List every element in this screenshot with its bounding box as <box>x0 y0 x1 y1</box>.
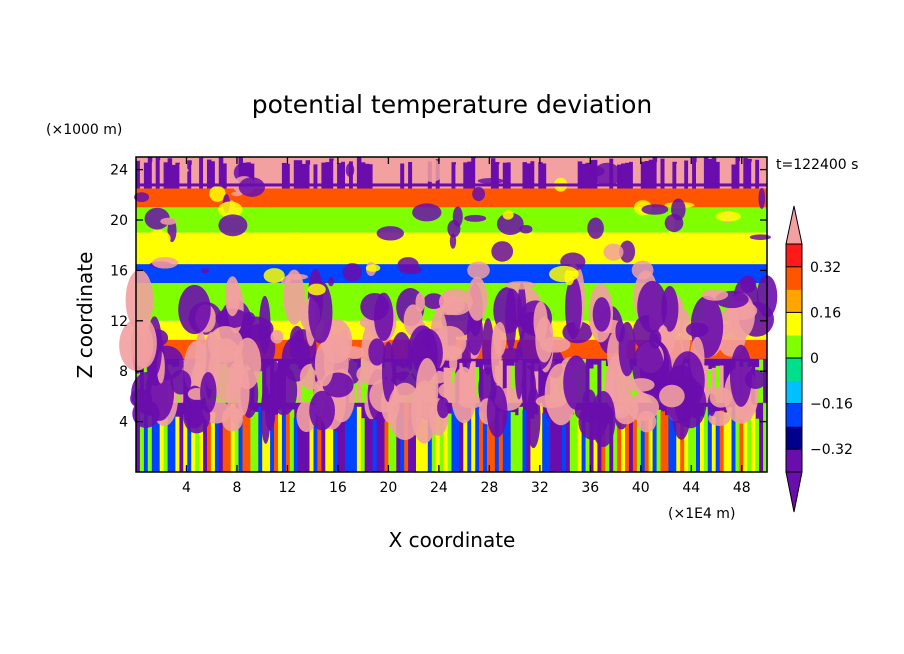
colorbar-label: 0.32 <box>810 260 841 276</box>
colorbar-bin <box>786 403 802 427</box>
colorbar-bin <box>786 244 802 268</box>
colorbar: 0.32 0.16 0 −0.16 −0.32 <box>785 205 853 513</box>
x-tick-label: 16 <box>329 480 347 496</box>
x-tick-label: 36 <box>581 480 599 496</box>
x-tick-label: 28 <box>480 480 498 496</box>
colorbar-bin <box>786 266 802 290</box>
colorbar-under-arrow <box>785 471 803 513</box>
plot-frame <box>135 156 768 473</box>
x-ticks: 4 8 12 16 20 24 28 32 36 40 44 48 <box>182 157 751 496</box>
colorbar-label: 0.16 <box>810 305 841 321</box>
colorbar-bin <box>786 449 802 473</box>
y-tick-label: 16 <box>110 263 128 279</box>
x-tick-label: 8 <box>232 480 241 496</box>
y-ticks: 4 8 12 16 20 24 <box>110 163 767 431</box>
colorbar-bin <box>786 426 802 450</box>
y-unit-label: (×1000 m) <box>46 122 122 138</box>
colorbar-bin <box>786 335 802 359</box>
colorbar-bin <box>786 380 802 404</box>
heatmap-field <box>119 157 778 472</box>
colorbar-bin <box>786 358 802 382</box>
colorbar-over-arrow <box>785 205 803 245</box>
x-tick-label: 20 <box>379 480 397 496</box>
x-tick-label: 44 <box>682 480 700 496</box>
chart-title: potential temperature deviation <box>252 90 652 119</box>
x-tick-label: 12 <box>279 480 297 496</box>
x-unit-label: (×1E4 m) <box>668 506 735 522</box>
y-tick-label: 4 <box>119 415 128 431</box>
x-tick-label: 40 <box>632 480 650 496</box>
colorbar-label: −0.16 <box>810 397 853 413</box>
y-tick-label: 20 <box>110 213 128 229</box>
x-tick-label: 32 <box>531 480 549 496</box>
y-tick-label: 12 <box>110 314 128 330</box>
colorbar-bin <box>786 289 802 313</box>
y-axis-label: Z coordinate <box>73 252 97 379</box>
x-tick-label: 24 <box>430 480 448 496</box>
x-tick-label: 48 <box>733 480 751 496</box>
x-axis-label: X coordinate <box>389 528 516 552</box>
colorbar-label: 0 <box>810 351 819 367</box>
colorbar-label: −0.32 <box>810 442 853 458</box>
y-tick-label: 8 <box>119 364 128 380</box>
colorbar-bin <box>786 312 802 336</box>
anomaly-blobs <box>119 159 778 449</box>
time-label: t=122400 s <box>776 157 858 173</box>
layer-8 <box>136 188 767 208</box>
y-tick-label: 24 <box>110 163 128 179</box>
x-tick-label: 4 <box>182 480 191 496</box>
